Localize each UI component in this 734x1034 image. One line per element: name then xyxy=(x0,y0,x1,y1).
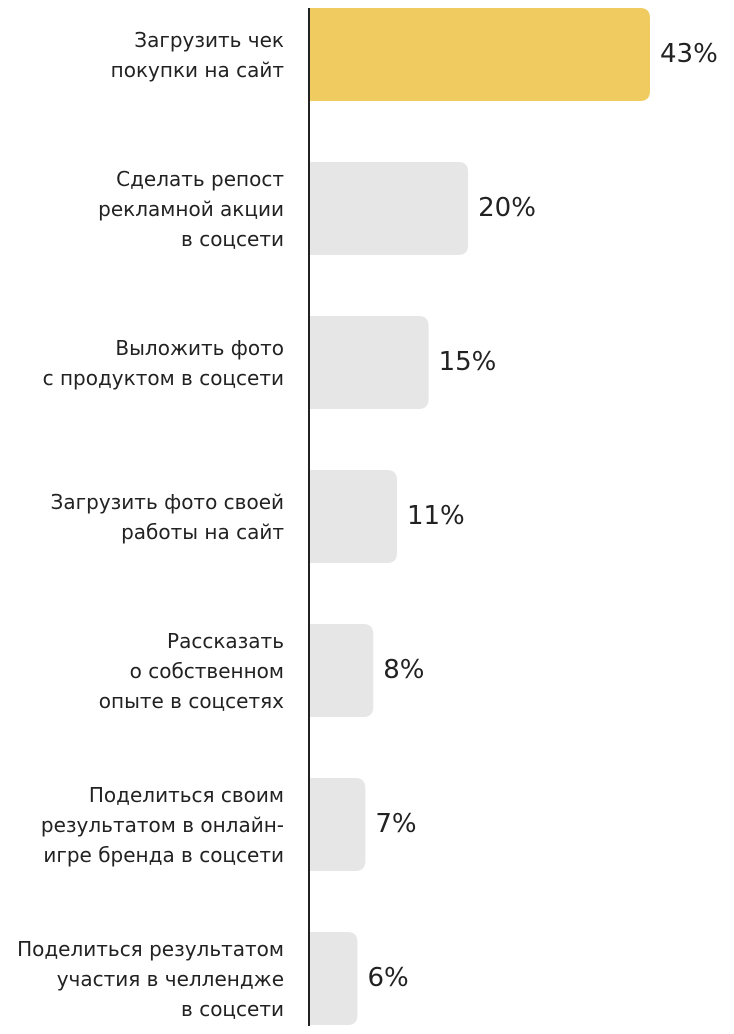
category-label: Выложить фото с продуктом в соцсети xyxy=(42,335,284,390)
value-label: 8% xyxy=(383,654,425,685)
bar xyxy=(310,624,374,717)
category-label: Поделиться своим результатом в онлайн- и… xyxy=(40,782,284,867)
category-label: Сделать репост рекламной акции в соцсети xyxy=(98,166,284,251)
category-label: Загрузить фото своей работы на сайт xyxy=(50,489,284,544)
bar xyxy=(310,778,366,871)
bar xyxy=(310,162,469,255)
value-label: 43% xyxy=(660,38,718,69)
value-label: 7% xyxy=(375,808,417,839)
bar xyxy=(310,470,397,563)
category-label: Поделиться результатом участия в челленд… xyxy=(17,936,284,1021)
bar xyxy=(310,932,358,1025)
value-label: 20% xyxy=(478,192,536,223)
value-label: 11% xyxy=(406,500,465,531)
value-label: 15% xyxy=(438,346,497,377)
value-label: 6% xyxy=(367,962,409,993)
category-label: Рассказать о собственном опыте в соцсетя… xyxy=(98,628,284,713)
bar xyxy=(310,316,429,409)
category-label: Загрузить чек покупки на сайт xyxy=(110,27,284,82)
bar xyxy=(310,8,650,101)
